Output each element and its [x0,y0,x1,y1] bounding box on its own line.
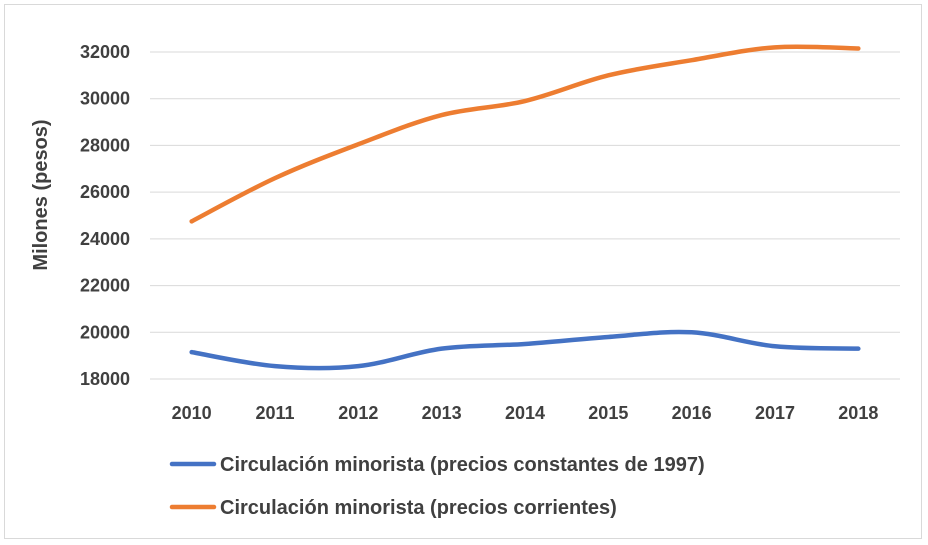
y-tick-label: 28000 [80,135,130,155]
series-line [189,44,861,224]
x-tick-label: 2014 [505,403,545,423]
y-tick-label: 26000 [80,182,130,202]
x-tick-label: 2013 [422,403,462,423]
x-tick-label: 2012 [338,403,378,423]
series-lines [189,44,861,371]
legend: Circulación minorista (precios constante… [169,454,705,519]
x-tick-label: 2011 [255,403,294,423]
y-tick-label: 30000 [80,89,130,109]
y-tick-label: 20000 [80,322,130,342]
series-line [189,329,861,371]
y-axis-ticks: 18000 20000 22000 24000 26000 28000 30000 32000 [80,42,130,389]
y-tick-label: 18000 [80,369,130,389]
legend-label: Circulación minorista (precios constante… [220,454,705,476]
x-tick-label: 2017 [755,403,795,423]
y-axis-label: Milones (pesos) [30,119,52,270]
y-tick-label: 22000 [80,276,130,296]
x-axis-ticks: 2010 2011 2012 2013 2014 2015 2016 2017 2018 [172,403,879,423]
x-tick-label: 2016 [672,403,712,423]
y-tick-label: 24000 [80,229,130,249]
y-tick-label: 32000 [80,42,130,62]
x-tick-label: 2015 [588,403,628,423]
gridlines [150,51,900,380]
x-tick-label: 2010 [172,403,212,423]
legend-label: Circulación minorista (precios corriente… [220,497,617,519]
chart-frame [4,4,922,539]
x-tick-label: 2018 [838,403,878,423]
